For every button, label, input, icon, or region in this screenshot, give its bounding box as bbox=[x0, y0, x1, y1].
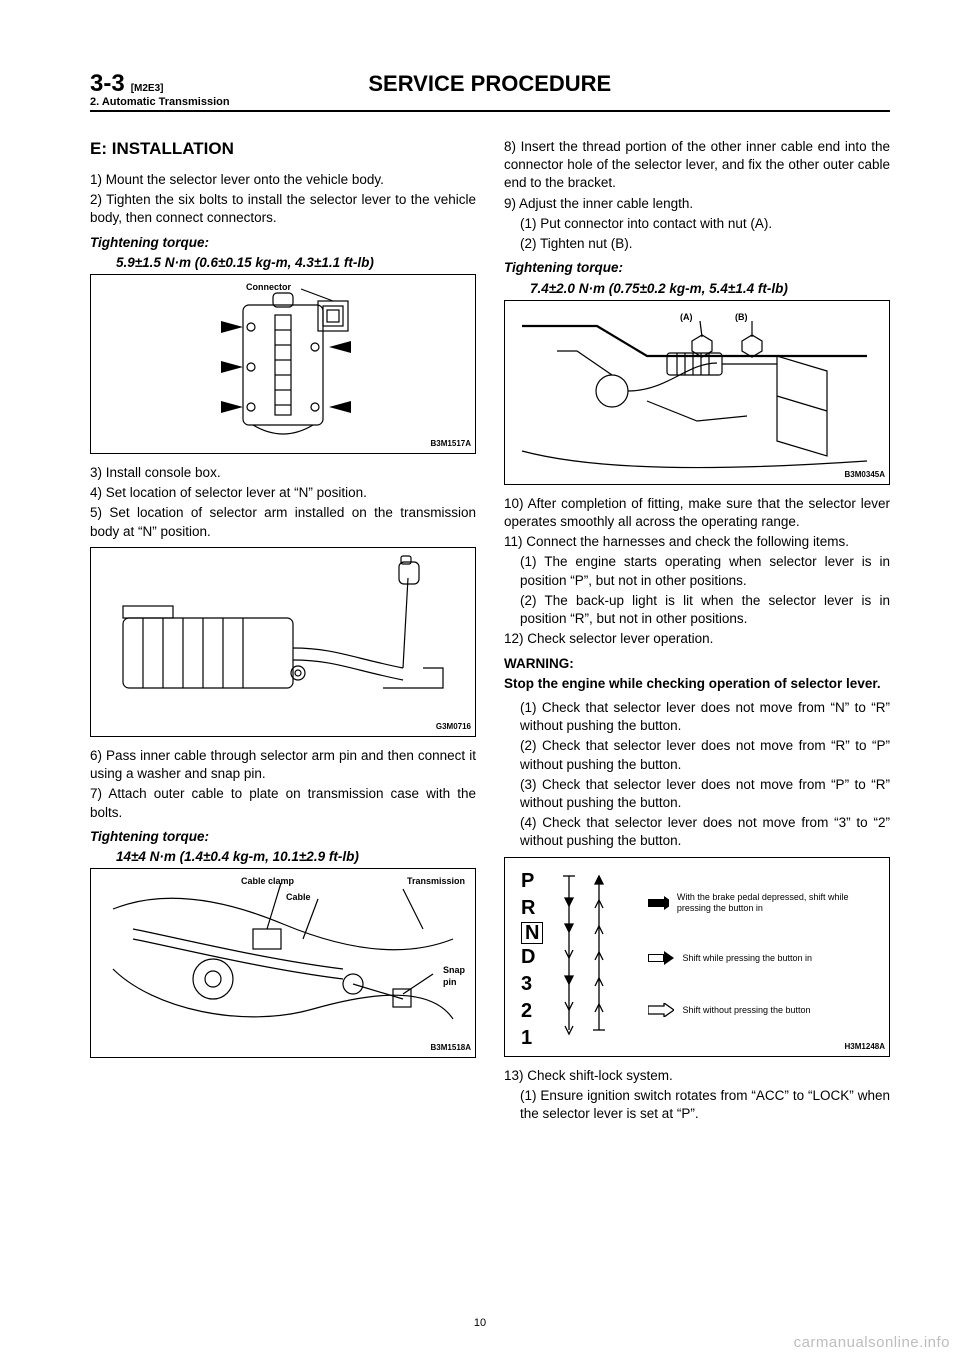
fig3-transmission-label: Transmission bbox=[407, 875, 465, 887]
right-column: 8) Insert the thread portion of the othe… bbox=[504, 138, 890, 1125]
torque-1-label: Tightening torque: bbox=[90, 234, 476, 252]
fig4-a-label: (A) bbox=[680, 311, 693, 323]
shift-n: N bbox=[521, 922, 543, 944]
step-11: 11) Connect the harnesses and check the … bbox=[504, 533, 890, 551]
shift-2: 2 bbox=[521, 998, 543, 1025]
step-12-1: (1) Check that selector lever does not m… bbox=[520, 699, 890, 735]
step-12-3: (3) Check that selector lever does not m… bbox=[520, 776, 890, 812]
figure-3: Cable clamp Cable Transmission Snap pin bbox=[90, 868, 476, 1058]
torque-3-label: Tightening torque: bbox=[504, 259, 890, 277]
fig2-id: G3M0716 bbox=[436, 722, 471, 733]
page: 3-3 [M2E3] 2. Automatic Transmission SER… bbox=[0, 0, 960, 1357]
step-13-1: (1) Ensure ignition switch rotates from … bbox=[520, 1087, 890, 1123]
warning-label: WARNING: bbox=[504, 655, 890, 673]
warning-text: Stop the engine while checking operation… bbox=[504, 675, 890, 693]
step-6: 6) Pass inner cable through selector arm… bbox=[90, 747, 476, 783]
step-1: 1) Mount the selector lever onto the veh… bbox=[90, 171, 476, 189]
step-9: 9) Adjust the inner cable length. bbox=[504, 195, 890, 213]
step-10: 10) After completion of fitting, make su… bbox=[504, 495, 890, 531]
shift-r: R bbox=[521, 895, 543, 922]
watermark: carmanualsonline.info bbox=[794, 1334, 950, 1351]
step-11-2: (2) The back-up light is lit when the se… bbox=[520, 592, 890, 628]
torque-2-value: 14±4 N·m (1.4±0.4 kg-m, 10.1±2.9 ft-lb) bbox=[116, 848, 476, 866]
fig3-id: B3M1518A bbox=[431, 1043, 471, 1054]
legend-arrow-half-icon bbox=[648, 951, 674, 965]
figure-5: P R N D 3 2 1 bbox=[504, 857, 890, 1057]
shift-3: 3 bbox=[521, 971, 543, 998]
step-7: 7) Attach outer cable to plate on transm… bbox=[90, 785, 476, 821]
content-columns: E: INSTALLATION 1) Mount the selector le… bbox=[90, 138, 890, 1125]
step-8: 8) Insert the thread portion of the othe… bbox=[504, 138, 890, 193]
step-3: 3) Install console box. bbox=[90, 464, 476, 482]
torque-3-value: 7.4±2.0 N·m (0.75±0.2 kg-m, 5.4±1.4 ft-l… bbox=[530, 280, 890, 298]
fig4-id: B3M0345A bbox=[845, 470, 885, 481]
fig1-id: B3M1517A bbox=[431, 439, 471, 450]
step-13: 13) Check shift-lock system. bbox=[504, 1067, 890, 1085]
section-subtitle: 2. Automatic Transmission bbox=[90, 96, 230, 108]
legend-3: Shift without pressing the button bbox=[682, 1005, 810, 1016]
fig1-svg bbox=[91, 275, 475, 453]
step-12-2: (2) Check that selector lever does not m… bbox=[520, 737, 890, 773]
fig2-svg bbox=[91, 548, 475, 736]
install-heading: E: INSTALLATION bbox=[90, 138, 476, 161]
shift-p: P bbox=[521, 868, 543, 895]
section-number-text: 3-3 bbox=[90, 70, 125, 98]
step-4: 4) Set location of selector lever at “N”… bbox=[90, 484, 476, 502]
step-12: 12) Check selector lever operation. bbox=[504, 630, 890, 648]
torque-1-value: 5.9±1.5 N·m (0.6±0.15 kg-m, 4.3±1.1 ft-l… bbox=[116, 254, 476, 272]
figure-1: Connector bbox=[90, 274, 476, 454]
fig5-id: H3M1248A bbox=[845, 1042, 885, 1053]
step-11-1: (1) The engine starts operating when sel… bbox=[520, 553, 890, 589]
fig4-svg bbox=[505, 301, 889, 484]
header: 3-3 [M2E3] 2. Automatic Transmission SER… bbox=[90, 70, 890, 112]
torque-2-label: Tightening torque: bbox=[90, 828, 476, 846]
step-5: 5) Set location of selector arm installe… bbox=[90, 504, 476, 540]
fig3-cable-clamp-label: Cable clamp bbox=[241, 875, 294, 887]
step-12-4: (4) Check that selector lever does not m… bbox=[520, 814, 890, 850]
fig1-connector-label: Connector bbox=[246, 281, 291, 293]
fig3-cable-label: Cable bbox=[286, 891, 311, 903]
fig3-snap-pin-label: Snap pin bbox=[443, 964, 465, 988]
figure-2: G3M0716 bbox=[90, 547, 476, 737]
shift-1: 1 bbox=[521, 1025, 543, 1052]
step-9-1: (1) Put connector into contact with nut … bbox=[520, 215, 890, 233]
left-column: E: INSTALLATION 1) Mount the selector le… bbox=[90, 138, 476, 1125]
step-9-2: (2) Tighten nut (B). bbox=[520, 235, 890, 253]
figure-4: (A) (B) bbox=[504, 300, 890, 485]
legend-arrow-solid-icon bbox=[648, 896, 668, 910]
shift-legend: With the brake pedal depressed, shift wh… bbox=[644, 868, 881, 1042]
shift-arrow-column bbox=[549, 868, 644, 1038]
shift-letter-column: P R N D 3 2 1 bbox=[521, 868, 543, 1038]
legend-1: With the brake pedal depressed, shift wh… bbox=[677, 892, 881, 914]
legend-arrow-open-icon bbox=[648, 1003, 674, 1017]
fig3-svg bbox=[91, 869, 475, 1057]
step-2: 2) Tighten the six bolts to install the … bbox=[90, 191, 476, 227]
fig4-b-label: (B) bbox=[735, 311, 748, 323]
shift-d: D bbox=[521, 944, 543, 971]
page-number: 10 bbox=[0, 1317, 960, 1329]
page-title: SERVICE PROCEDURE bbox=[150, 71, 830, 97]
legend-2: Shift while pressing the button in bbox=[682, 953, 812, 964]
